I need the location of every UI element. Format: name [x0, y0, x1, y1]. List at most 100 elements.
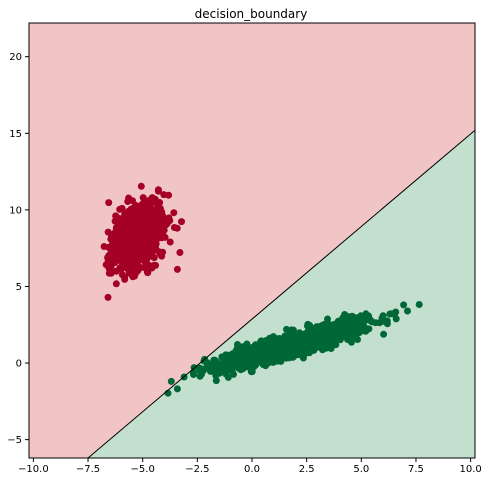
point-green	[173, 385, 181, 393]
point-green	[307, 334, 315, 342]
point-red	[104, 228, 112, 236]
y-tick-label: 0	[16, 359, 22, 370]
point-red	[151, 225, 159, 233]
point-red	[105, 258, 113, 266]
point-green	[276, 344, 284, 351]
point-red	[143, 214, 151, 221]
point-green	[288, 326, 296, 334]
point-red	[110, 248, 118, 256]
point-red	[117, 256, 125, 264]
point-green	[268, 344, 276, 352]
point-red	[165, 191, 173, 199]
point-green	[392, 315, 400, 323]
point-red	[111, 236, 119, 243]
point-red	[137, 182, 145, 190]
point-red	[107, 266, 115, 274]
point-red	[150, 197, 158, 205]
point-red	[151, 216, 159, 224]
plot-area	[28, 22, 476, 459]
point-green	[283, 325, 290, 333]
x-tick-label: 10.0	[459, 464, 481, 475]
point-green	[338, 329, 346, 336]
point-red	[127, 219, 135, 227]
point-red	[123, 259, 131, 267]
point-red	[139, 254, 147, 262]
point-green	[386, 310, 394, 318]
point-red	[156, 205, 164, 212]
point-red	[156, 248, 164, 256]
point-green	[380, 330, 388, 338]
point-green	[299, 354, 307, 362]
x-tick-label: 7.5	[408, 464, 424, 475]
point-red	[143, 235, 151, 243]
point-red	[116, 250, 124, 258]
point-red	[121, 275, 129, 283]
point-green	[330, 331, 338, 339]
point-green	[265, 352, 273, 360]
point-green	[306, 321, 314, 329]
point-green	[351, 319, 359, 327]
x-tick-label: −5.0	[131, 464, 155, 475]
x-tick-label: 0.0	[244, 464, 260, 475]
point-green	[315, 336, 323, 344]
point-green	[344, 336, 352, 343]
point-green	[320, 336, 328, 344]
point-red	[146, 203, 154, 211]
point-green	[189, 369, 197, 377]
point-green	[252, 356, 260, 364]
point-green	[253, 348, 261, 355]
point-red	[120, 233, 128, 240]
point-red	[166, 238, 174, 246]
x-tick-label: −2.5	[185, 464, 209, 475]
y-tick-label: 20	[9, 52, 22, 63]
point-red	[124, 208, 132, 215]
point-green	[278, 349, 286, 357]
point-red	[137, 211, 145, 219]
x-tick-label: −7.5	[76, 464, 100, 475]
point-red	[165, 214, 173, 222]
point-red	[146, 223, 154, 231]
point-red	[129, 197, 136, 205]
x-axis: −10.0 −7.5 −5.0 −2.5 0.0 2.5 5.0 7.5 10.0	[18, 458, 482, 475]
point-green	[378, 318, 386, 325]
point-red	[145, 197, 153, 205]
point-green	[247, 347, 255, 355]
point-red	[176, 249, 184, 256]
decision-boundary-line	[87, 129, 476, 459]
point-green	[356, 322, 364, 330]
point-green	[268, 358, 276, 366]
point-red	[170, 209, 178, 217]
point-red	[129, 259, 137, 267]
point-green	[322, 344, 330, 352]
point-red	[114, 230, 122, 238]
point-red	[170, 224, 178, 231]
point-red	[161, 222, 169, 229]
point-green	[239, 356, 247, 364]
point-green	[383, 317, 391, 325]
point-green	[404, 307, 411, 315]
cluster-red	[100, 182, 185, 301]
y-tick-label: 5	[16, 282, 22, 293]
point-red	[100, 243, 108, 250]
y-axis: −5 0 5 10 15 20	[7, 52, 29, 446]
point-green	[222, 351, 230, 359]
point-green	[357, 327, 365, 335]
point-green	[296, 344, 304, 352]
point-green	[272, 335, 280, 343]
point-green	[260, 359, 268, 367]
point-green	[415, 301, 423, 308]
point-green	[213, 369, 221, 377]
point-red	[148, 236, 156, 243]
point-green	[349, 329, 357, 337]
y-tick-label: 10	[9, 205, 22, 216]
point-red	[117, 241, 125, 249]
point-red	[111, 259, 119, 266]
point-red	[145, 247, 152, 255]
point-red	[138, 248, 146, 255]
point-green	[372, 319, 380, 327]
point-green	[212, 377, 220, 385]
point-green	[210, 360, 218, 368]
point-green	[344, 313, 352, 321]
x-tick-label: 2.5	[299, 464, 315, 475]
